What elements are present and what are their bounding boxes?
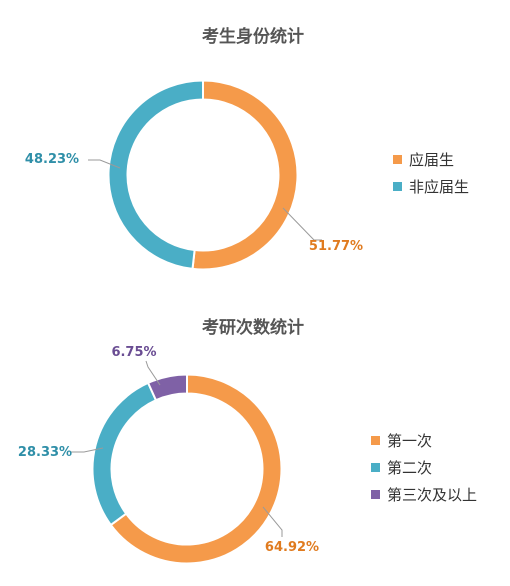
legend-label-3: 第三次及以上 bbox=[387, 486, 477, 504]
chart-title: 考研次数统计 bbox=[201, 317, 304, 338]
leader-line-3 bbox=[145, 360, 161, 386]
legend-label-1: 应届生 bbox=[409, 151, 454, 169]
slice-2 bbox=[107, 79, 204, 271]
data-label-1: 51.77% bbox=[309, 239, 363, 254]
legend-label-2: 非应届生 bbox=[409, 178, 469, 196]
leader-line-1 bbox=[262, 506, 283, 537]
legend-swatch-1 bbox=[393, 155, 402, 164]
data-label-3: 6.75% bbox=[111, 345, 156, 360]
slice-3 bbox=[146, 373, 188, 402]
legend-label-2: 第二次 bbox=[387, 459, 432, 477]
data-label-2: 28.33% bbox=[18, 445, 72, 460]
leader-line-1 bbox=[282, 207, 322, 241]
slice-2 bbox=[91, 381, 158, 527]
legend-label-1: 第一次 bbox=[387, 432, 432, 450]
data-label-2: 48.23% bbox=[25, 152, 79, 167]
leader-line-2 bbox=[70, 447, 104, 453]
legend-swatch-2 bbox=[371, 463, 380, 472]
legend-swatch-2 bbox=[393, 182, 402, 191]
slice-1 bbox=[191, 79, 299, 271]
data-label-1: 64.92% bbox=[265, 540, 319, 555]
chart-title: 考生身份统计 bbox=[201, 26, 304, 47]
leader-line-2 bbox=[88, 159, 121, 169]
legend-swatch-1 bbox=[371, 436, 380, 445]
slice-1 bbox=[109, 373, 283, 565]
legend-swatch-3 bbox=[371, 490, 380, 499]
